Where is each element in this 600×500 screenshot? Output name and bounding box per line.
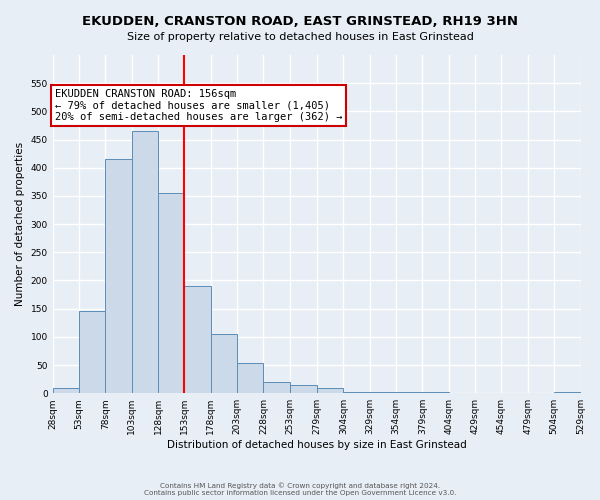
Bar: [396, 392, 422, 393]
Bar: [79, 312, 106, 393]
Bar: [184, 286, 211, 393]
X-axis label: Distribution of detached houses by size in East Grinstead: Distribution of detached houses by size …: [167, 440, 466, 450]
Bar: [131, 131, 158, 393]
Text: Contains public sector information licensed under the Open Government Licence v3: Contains public sector information licen…: [144, 490, 456, 496]
Bar: [158, 193, 184, 393]
Bar: [422, 392, 449, 393]
Bar: [53, 388, 79, 393]
Bar: [370, 392, 396, 393]
Bar: [106, 160, 131, 393]
Text: EKUDDEN CRANSTON ROAD: 156sqm
← 79% of detached houses are smaller (1,405)
20% o: EKUDDEN CRANSTON ROAD: 156sqm ← 79% of d…: [55, 89, 342, 122]
Text: EKUDDEN, CRANSTON ROAD, EAST GRINSTEAD, RH19 3HN: EKUDDEN, CRANSTON ROAD, EAST GRINSTEAD, …: [82, 15, 518, 28]
Bar: [343, 392, 370, 393]
Text: Size of property relative to detached houses in East Grinstead: Size of property relative to detached ho…: [127, 32, 473, 42]
Bar: [554, 392, 581, 393]
Text: Contains HM Land Registry data © Crown copyright and database right 2024.: Contains HM Land Registry data © Crown c…: [160, 482, 440, 489]
Bar: [263, 382, 290, 393]
Bar: [317, 388, 343, 393]
Bar: [211, 334, 237, 393]
Bar: [237, 364, 263, 393]
Bar: [290, 385, 317, 393]
Y-axis label: Number of detached properties: Number of detached properties: [15, 142, 25, 306]
